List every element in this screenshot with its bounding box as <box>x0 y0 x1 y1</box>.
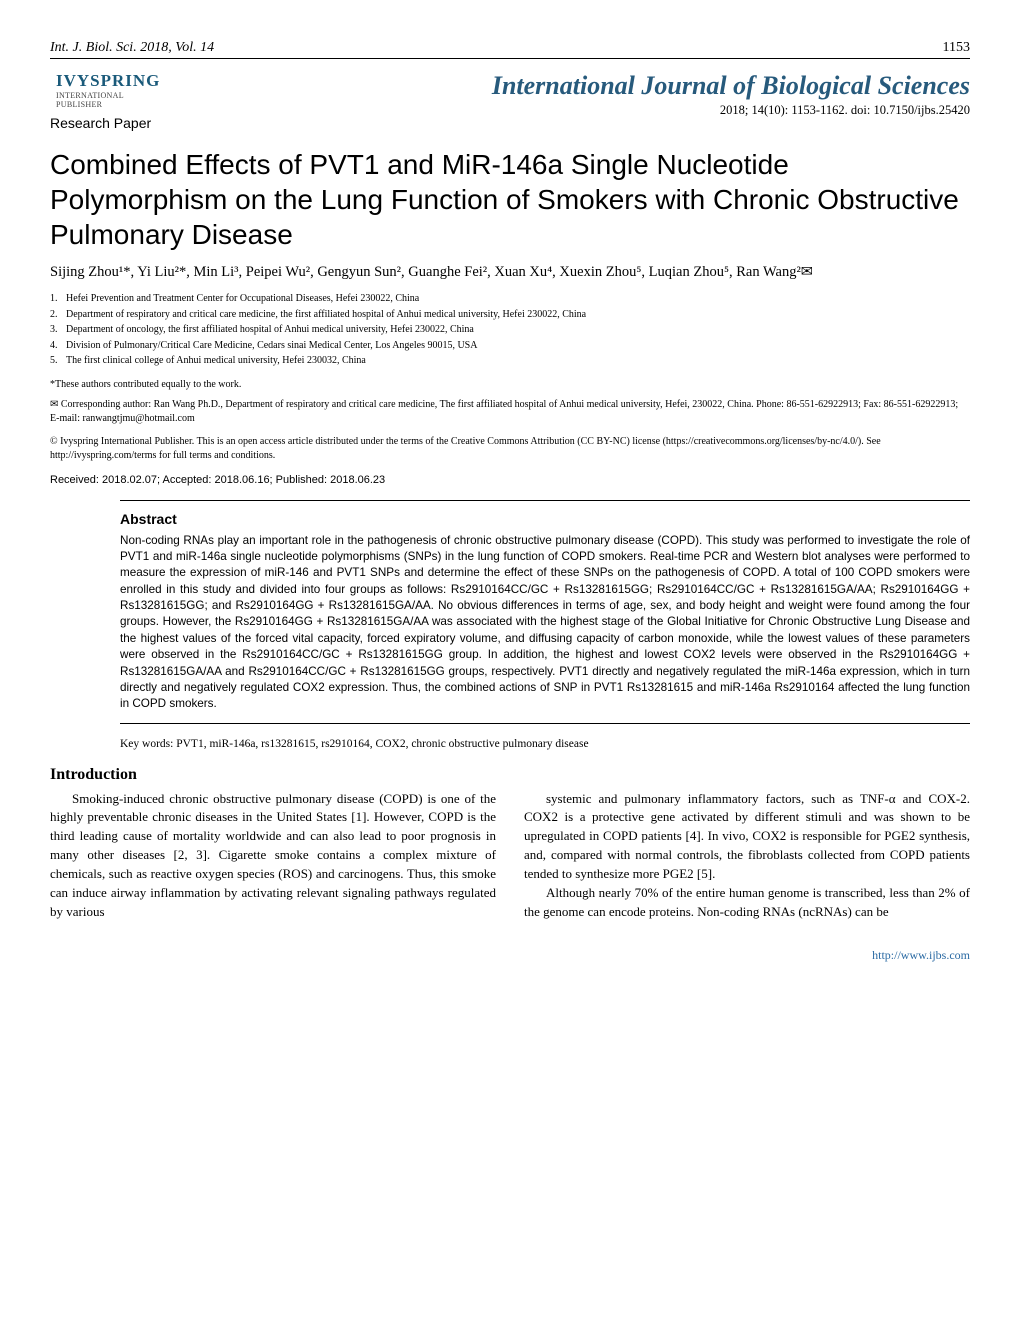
abstract-heading: Abstract <box>120 511 970 527</box>
body-paragraph: Smoking-induced chronic obstructive pulm… <box>50 790 496 922</box>
issue-doi: 2018; 14(10): 1153-1162. doi: 10.7150/ij… <box>174 103 970 118</box>
introduction-heading: Introduction <box>50 766 970 784</box>
affiliation: Hefei Prevention and Treatment Center fo… <box>66 293 419 304</box>
journal-title: International Journal of Biological Scie… <box>174 71 970 101</box>
license-text: © Ivyspring International Publisher. Thi… <box>50 435 970 464</box>
affiliation: Department of respiratory and critical c… <box>66 309 586 320</box>
article-dates: Received: 2018.02.07; Accepted: 2018.06.… <box>50 474 970 486</box>
header-journal: Int. J. Biol. Sci. 2018, Vol. 14 <box>50 40 214 56</box>
running-header: Int. J. Biol. Sci. 2018, Vol. 14 1153 <box>50 40 970 59</box>
body-paragraph: Although nearly 70% of the entire human … <box>524 884 970 922</box>
page-number: 1153 <box>943 40 970 56</box>
authors-line: Sijing Zhou¹*, Yi Liu²*, Min Li³, Peipei… <box>50 264 970 281</box>
body-two-column: Smoking-induced chronic obstructive pulm… <box>50 790 970 922</box>
abstract-text: Non-coding RNAs play an important role i… <box>120 533 970 713</box>
corresponding-author: ✉ Corresponding author: Ran Wang Ph.D., … <box>50 398 970 427</box>
affiliation: The first clinical college of Anhui medi… <box>66 355 366 366</box>
body-paragraph: systemic and pulmonary inflammatory fact… <box>524 790 970 884</box>
affiliation: Department of oncology, the first affili… <box>66 324 474 335</box>
affiliations-list: 1.Hefei Prevention and Treatment Center … <box>50 291 970 369</box>
paper-type-label: Research Paper <box>50 115 160 131</box>
abstract-section: Abstract Non-coding RNAs play an importa… <box>120 500 970 724</box>
publisher-logo: ivs IVYSPRING INTERNATIONAL PUBLISHER Re… <box>50 71 160 131</box>
journal-meta-row: ivs IVYSPRING INTERNATIONAL PUBLISHER Re… <box>50 71 970 131</box>
publisher-sub: INTERNATIONAL PUBLISHER <box>56 91 160 109</box>
publisher-name: IVYSPRING <box>56 71 160 91</box>
affiliation: Division of Pulmonary/Critical Care Medi… <box>66 340 477 351</box>
footer-url[interactable]: http://www.ijbs.com <box>50 948 970 963</box>
equal-contribution-note: *These authors contributed equally to th… <box>50 379 970 390</box>
article-title: Combined Effects of PVT1 and MiR-146a Si… <box>50 147 970 252</box>
keywords-line: Key words: PVT1, miR-146a, rs13281615, r… <box>120 738 970 750</box>
